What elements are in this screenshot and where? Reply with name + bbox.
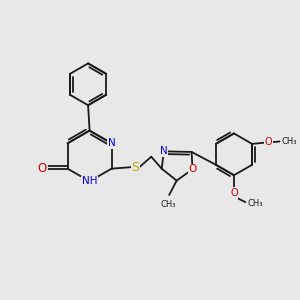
Text: O: O	[188, 164, 196, 174]
Text: S: S	[131, 161, 140, 174]
Text: CH₃: CH₃	[161, 200, 176, 209]
Text: N: N	[160, 146, 168, 156]
Text: N: N	[108, 138, 116, 148]
Text: CH₃: CH₃	[281, 137, 297, 146]
Text: O: O	[38, 162, 47, 175]
Text: NH: NH	[82, 176, 97, 186]
Text: O: O	[265, 137, 273, 147]
Text: CH₃: CH₃	[247, 199, 262, 208]
Text: O: O	[230, 188, 238, 198]
